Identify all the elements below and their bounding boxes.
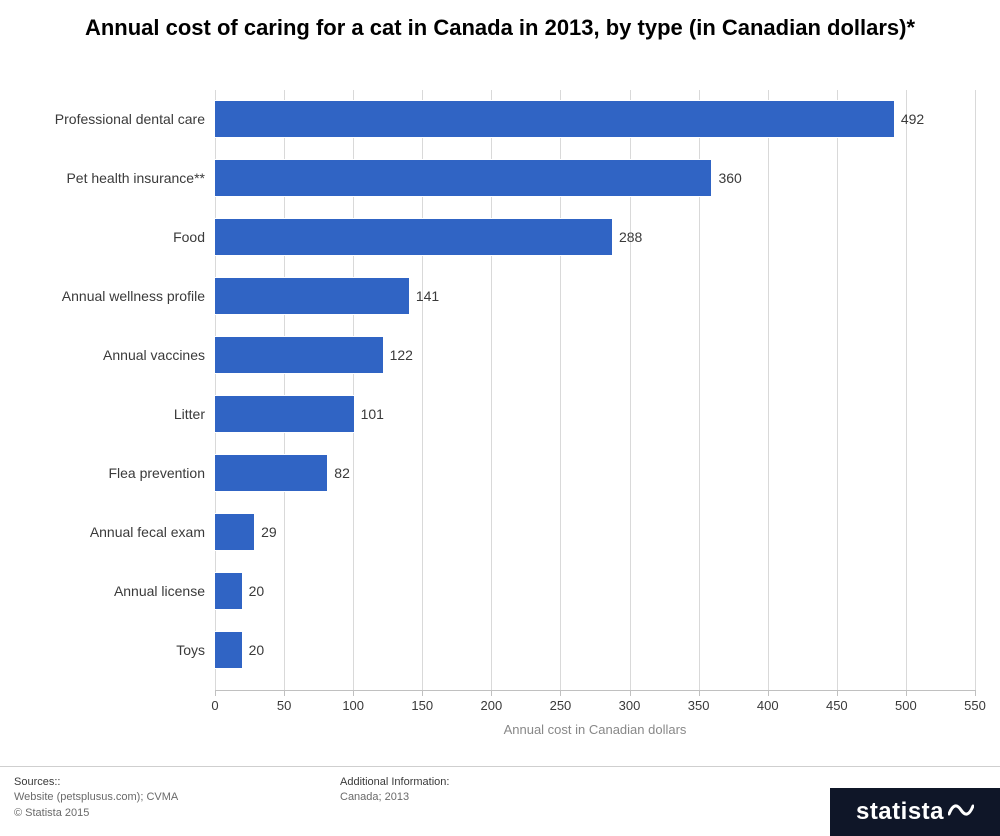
- footer-additional-info: Additional Information: Canada; 2013: [340, 775, 449, 806]
- bar-row: 20: [215, 572, 975, 610]
- bar: [215, 631, 243, 669]
- bar-value-label: 20: [249, 583, 265, 599]
- x-tick-mark: [699, 690, 700, 696]
- bar-row: 82: [215, 454, 975, 492]
- bar-value-label: 20: [249, 642, 265, 658]
- bar: [215, 513, 255, 551]
- x-tick-label: 200: [481, 698, 503, 713]
- x-tick-mark: [560, 690, 561, 696]
- x-tick-label: 50: [277, 698, 291, 713]
- x-tick-mark: [768, 690, 769, 696]
- bar-row: 101: [215, 395, 975, 433]
- bar-value-label: 360: [718, 170, 741, 186]
- logo-text: statista: [856, 798, 974, 826]
- category-label: Pet health insurance**: [5, 170, 205, 186]
- category-label: Annual wellness profile: [5, 288, 205, 304]
- plot: Annual cost in Canadian dollars 05010015…: [215, 90, 975, 690]
- bar: [215, 277, 410, 315]
- category-label: Annual fecal exam: [5, 524, 205, 540]
- bar-row: 20: [215, 631, 975, 669]
- category-label: Flea prevention: [5, 465, 205, 481]
- footer: Sources:: Website (petsplusus.com); CVMA…: [0, 766, 1000, 836]
- bar-value-label: 492: [901, 111, 924, 127]
- bar-value-label: 29: [261, 524, 277, 540]
- category-label: Annual vaccines: [5, 347, 205, 363]
- bar: [215, 218, 613, 256]
- logo-word: statista: [856, 798, 944, 826]
- category-label: Annual license: [5, 583, 205, 599]
- bar: [215, 100, 895, 138]
- bar-row: 288: [215, 218, 975, 256]
- x-tick-mark: [975, 690, 976, 696]
- sources-label: Sources::: [14, 776, 60, 788]
- x-tick-label: 250: [550, 698, 572, 713]
- x-axis-title: Annual cost in Canadian dollars: [504, 722, 687, 737]
- category-label: Food: [5, 229, 205, 245]
- chart-area: Annual cost in Canadian dollars 0 50 100 15…: [0, 80, 1000, 740]
- x-tick-mark: [837, 690, 838, 696]
- bar: [215, 454, 328, 492]
- x-tick-mark: [491, 690, 492, 696]
- bar: [215, 159, 712, 197]
- x-tick-mark: [215, 690, 216, 696]
- addinfo-label: Additional Information:: [340, 776, 449, 788]
- addinfo-text: Canada; 2013: [340, 791, 409, 803]
- bar-row: 29: [215, 513, 975, 551]
- bar-value-label: 82: [334, 465, 350, 481]
- x-tick-mark: [630, 690, 631, 696]
- category-label: Litter: [5, 406, 205, 422]
- bar-row: 122: [215, 336, 975, 374]
- bar: [215, 395, 355, 433]
- bar: [215, 336, 384, 374]
- copyright-text: © Statista 2015: [14, 807, 89, 819]
- x-tick-label: 0: [211, 698, 218, 713]
- bar-row: 360: [215, 159, 975, 197]
- x-tick-label: 350: [688, 698, 710, 713]
- bar-value-label: 141: [416, 288, 439, 304]
- chart-title: Annual cost of caring for a cat in Canad…: [0, 0, 1000, 51]
- bar: [215, 572, 243, 610]
- sources-text: Website (petsplusus.com); CVMA: [14, 791, 178, 803]
- x-tick-label: 150: [411, 698, 433, 713]
- statista-logo: statista: [830, 788, 1000, 836]
- x-axis-line: [215, 690, 975, 691]
- category-label: Professional dental care: [5, 111, 205, 127]
- logo-wave-icon: [948, 798, 974, 826]
- category-label: Toys: [5, 642, 205, 658]
- x-tick-mark: [906, 690, 907, 696]
- bar-row: 492: [215, 100, 975, 138]
- x-tick-mark: [353, 690, 354, 696]
- gridline: [975, 90, 976, 690]
- x-tick-label: 300: [619, 698, 641, 713]
- x-tick-label: 500: [895, 698, 917, 713]
- x-tick-label: 400: [757, 698, 779, 713]
- x-tick-label: 450: [826, 698, 848, 713]
- x-tick-label: 550: [964, 698, 986, 713]
- bar-value-label: 288: [619, 229, 642, 245]
- x-tick-label: 100: [342, 698, 364, 713]
- bar-value-label: 122: [390, 347, 413, 363]
- bar-value-label: 101: [361, 406, 384, 422]
- x-tick-mark: [284, 690, 285, 696]
- bar-row: 141: [215, 277, 975, 315]
- footer-sources: Sources:: Website (petsplusus.com); CVMA…: [14, 775, 178, 821]
- x-tick-mark: [422, 690, 423, 696]
